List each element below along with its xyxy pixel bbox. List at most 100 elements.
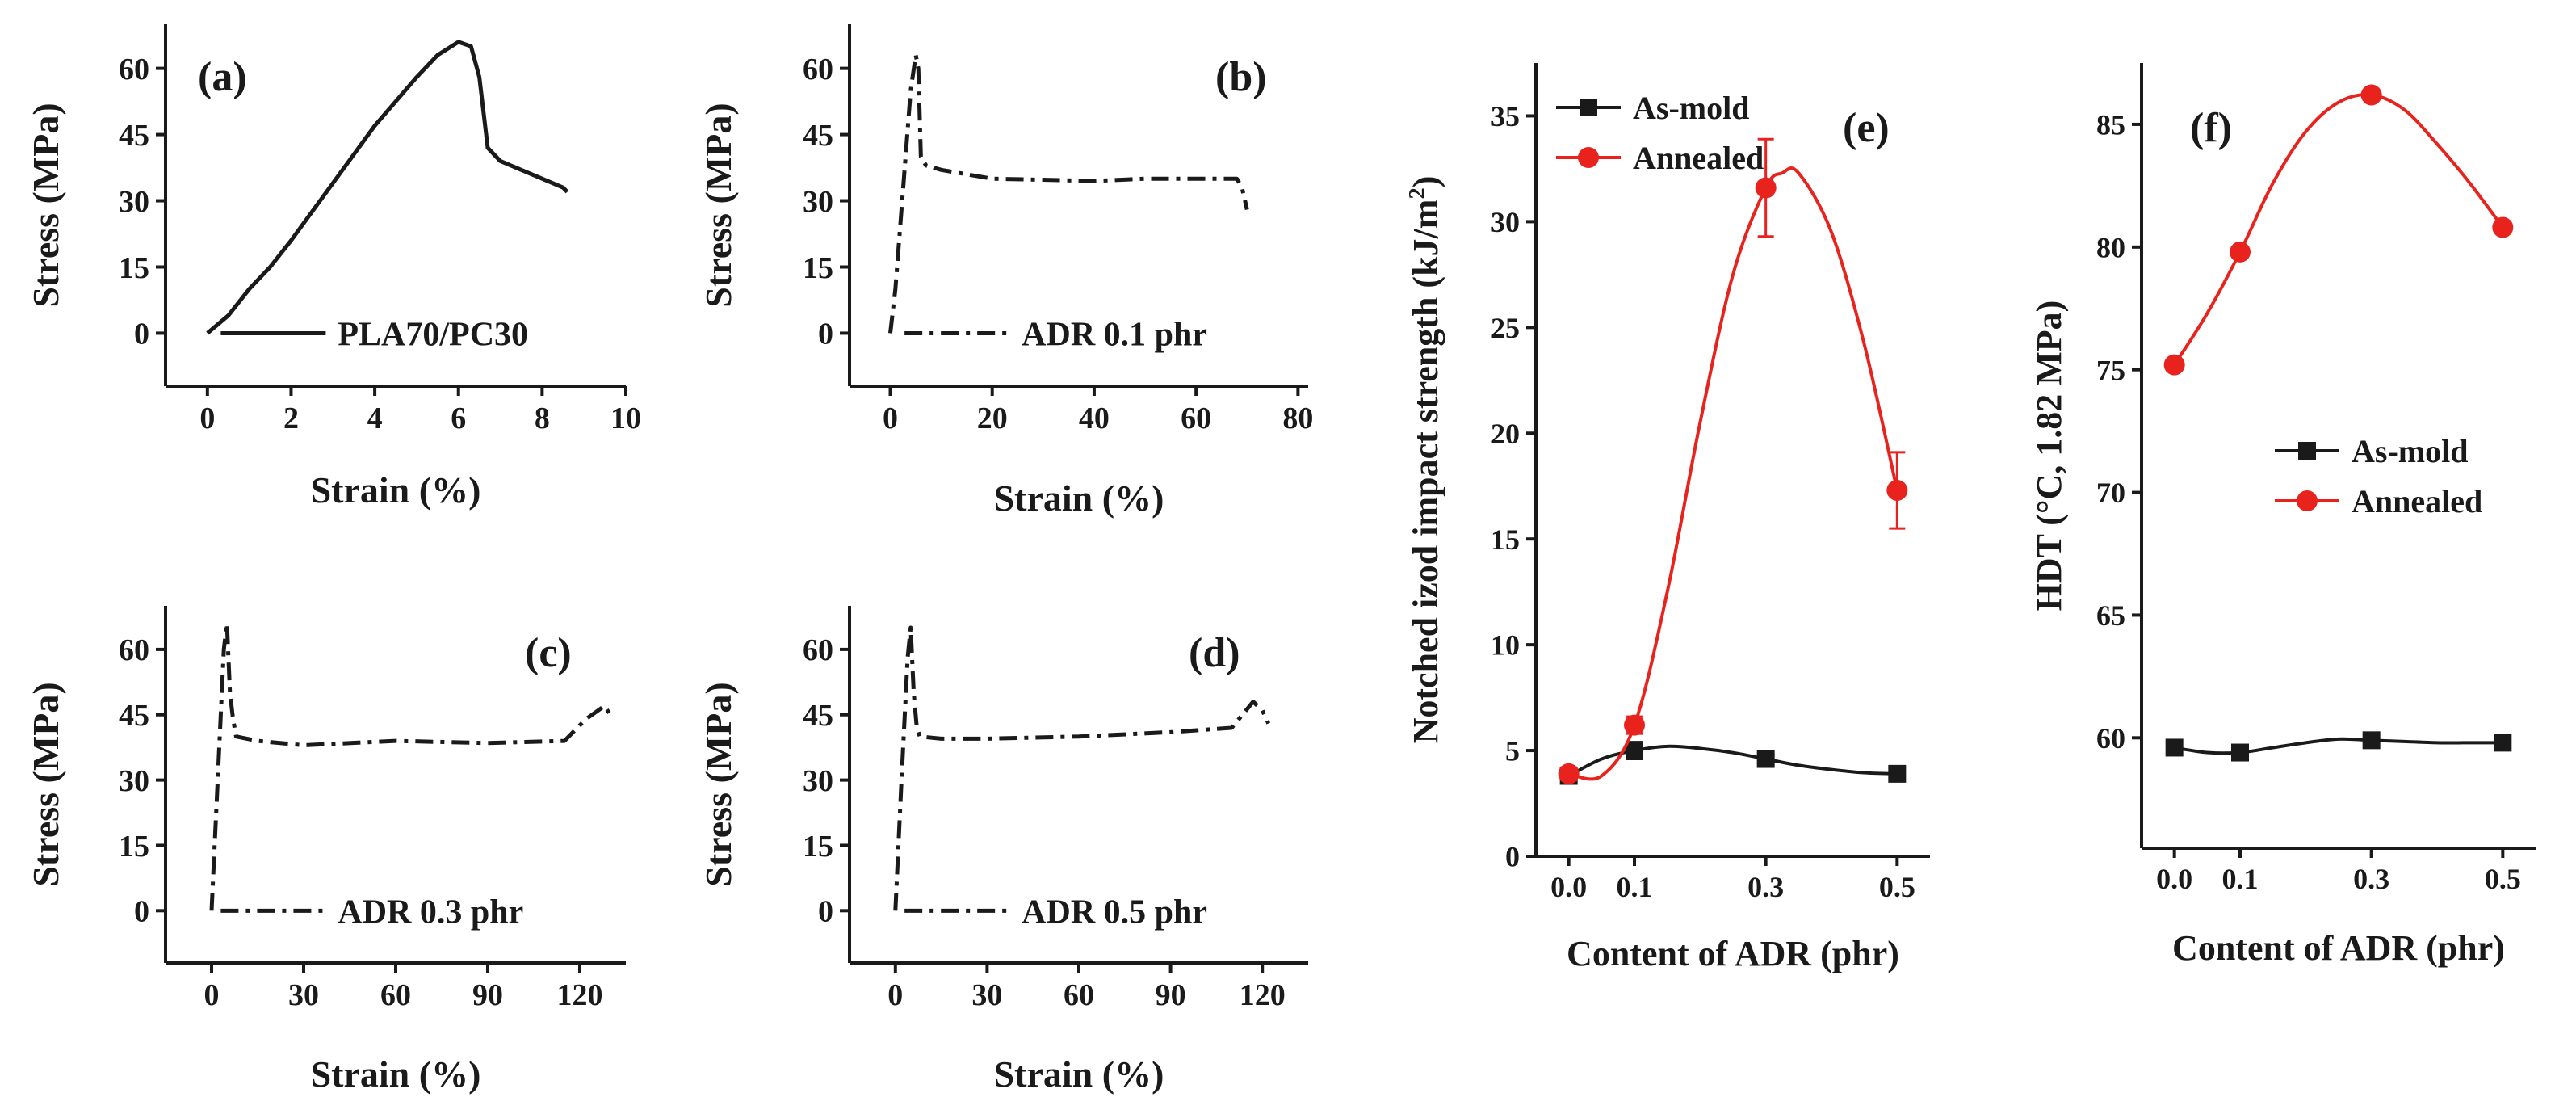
- y-tick-label: 60: [803, 633, 833, 667]
- y-axis-label-main: Notched izod impact strength (kJ/m: [1406, 200, 1445, 744]
- x-axis-label: Strain (%): [311, 1053, 481, 1095]
- x-tick-label: 4: [367, 401, 383, 435]
- series-annealed: [1558, 137, 1908, 784]
- y-tick-label: 30: [803, 764, 833, 798]
- y-tick-label: 45: [119, 119, 149, 153]
- legend-label: PLA70/PC30: [338, 316, 528, 353]
- x-tick-label: 8: [535, 401, 550, 435]
- x-tick-label: 0.5: [1879, 871, 1915, 903]
- x-tick-label: 0: [883, 401, 898, 435]
- data-point-circle: [2360, 84, 2382, 106]
- legend-marker-square: [1580, 99, 1597, 116]
- legend-label: As-mold: [1633, 90, 1749, 126]
- y-axis-label: Notched izod impact strength (kJ/m2): [1405, 176, 1445, 744]
- x-axis-label: Strain (%): [994, 477, 1164, 519]
- legend: As-mold Annealed: [2275, 433, 2482, 519]
- chart-panel-d: 0 30 60 90 120 0 15 30 45 60 Strain (%) Stress (MPa…: [698, 606, 1308, 1095]
- x-axis-label: Strain (%): [311, 469, 481, 511]
- fit-curve: [1567, 744, 1898, 778]
- legend: As-mold Annealed: [1556, 90, 1764, 176]
- data-point-circle: [2230, 241, 2251, 263]
- y-tick-label: 60: [119, 633, 149, 667]
- y-tick-label: 60: [2096, 722, 2125, 755]
- legend-marker-circle: [1578, 147, 1599, 168]
- y-tick-label: 30: [803, 185, 833, 219]
- y-tick-label: 0: [1505, 841, 1520, 873]
- x-tick-label: 0.0: [1550, 871, 1587, 903]
- y-tick-label: 60: [119, 53, 149, 86]
- y-axis-label-main: Stress (MPa): [698, 682, 739, 886]
- chart-panel-e: 0.0 0.1 0.3 0.5 0 5 10 15 20 25 30 35 Content of ADR…: [1405, 63, 1930, 973]
- data-point-square: [2362, 731, 2381, 750]
- data-point-circle: [1886, 479, 1908, 501]
- y-axis-label: Stress (MPa): [25, 103, 66, 307]
- data-point-circle: [1755, 177, 1777, 199]
- y-tick-label: 35: [1491, 100, 1520, 132]
- y-axis-label: HDT (°C, 1.82 MPa): [2029, 301, 2069, 612]
- data-point-circle: [1558, 763, 1580, 784]
- data-point-square: [2231, 743, 2249, 762]
- x-tick-label: 0.3: [1747, 871, 1784, 903]
- chart-panel-a: 0 2 4 6 8 10 0 15 30 45 60 Strain (%) Stress (MPa) (a…: [25, 24, 641, 511]
- y-tick-label: 80: [2096, 231, 2125, 263]
- y-tick-label: 60: [803, 53, 833, 86]
- x-axis-label: Strain (%): [994, 1053, 1164, 1095]
- data-point-circle: [2492, 216, 2514, 238]
- legend-label: ADR 0.1 phr: [1022, 316, 1207, 353]
- x-tick-label: 10: [610, 401, 641, 435]
- x-axis-label: Content of ADR (phr): [2172, 928, 2505, 968]
- legend-label: ADR 0.3 phr: [338, 893, 523, 931]
- fit-curve: [2174, 737, 2503, 755]
- legend-marker-circle: [2297, 490, 2318, 511]
- y-tick-label: 30: [1491, 206, 1520, 238]
- y-axis-label-main: Stress (MPa): [25, 682, 66, 886]
- x-tick-label: 90: [1156, 978, 1186, 1012]
- x-tick-label: 80: [1282, 401, 1313, 435]
- legend-label: Annealed: [2352, 483, 2482, 519]
- y-axis-label-main: Stress (MPa): [25, 103, 66, 307]
- data-point-square: [1888, 764, 1907, 783]
- data-point-square: [2165, 738, 2184, 757]
- chart-panel-b: 0 20 40 60 80 0 15 30 45 60 Strain (%) Stress (MPa)…: [698, 24, 1313, 519]
- fit-curve: [1568, 166, 1899, 781]
- y-tick-label: 25: [1491, 312, 1520, 344]
- y-tick-label: 45: [119, 699, 149, 733]
- y-axis-label-main: Stress (MPa): [698, 103, 739, 307]
- y-tick-label: 30: [119, 185, 149, 219]
- y-tick-label: 15: [119, 251, 149, 285]
- x-tick-label: 60: [1181, 401, 1211, 435]
- y-tick-label: 15: [1491, 523, 1520, 556]
- x-tick-label: 30: [288, 978, 319, 1012]
- y-tick-label: 15: [803, 251, 833, 285]
- y-tick-label: 5: [1505, 735, 1520, 767]
- panel-label: (e): [1843, 105, 1890, 151]
- panel-label: (d): [1189, 630, 1240, 676]
- panel-label: (f): [2190, 105, 2232, 151]
- x-tick-label: 6: [451, 401, 466, 435]
- legend-label: As-mold: [2352, 433, 2468, 469]
- fit-curve: [2172, 93, 2504, 366]
- x-tick-label: 0.3: [2353, 863, 2389, 895]
- y-tick-label: 45: [803, 699, 833, 733]
- x-tick-label: 0.0: [2156, 863, 2192, 895]
- y-tick-label: 10: [1491, 629, 1520, 662]
- x-tick-label: 0.1: [2222, 863, 2259, 895]
- x-tick-label: 90: [472, 978, 503, 1012]
- panel-label: (c): [525, 630, 572, 676]
- y-tick-label: 75: [2096, 354, 2125, 386]
- chart-panel-c: 0 30 60 90 120 0 15 30 45 60 Strain (%) Stress (MPa…: [25, 606, 626, 1095]
- x-tick-label: 120: [557, 978, 603, 1012]
- legend-marker-square: [2298, 442, 2316, 460]
- x-tick-label: 0: [199, 401, 215, 435]
- x-tick-label: 60: [380, 978, 411, 1012]
- y-tick-label: 15: [119, 830, 149, 864]
- x-axis-label: Content of ADR (phr): [1567, 934, 1899, 973]
- stress-strain-curve: [209, 621, 613, 911]
- y-tick-label: 0: [134, 895, 149, 929]
- x-tick-label: 2: [283, 401, 299, 435]
- y-tick-label: 85: [2096, 109, 2125, 141]
- series-annealed: [2163, 84, 2514, 376]
- panel-label: (a): [198, 54, 247, 100]
- y-tick-label: 65: [2096, 599, 2125, 632]
